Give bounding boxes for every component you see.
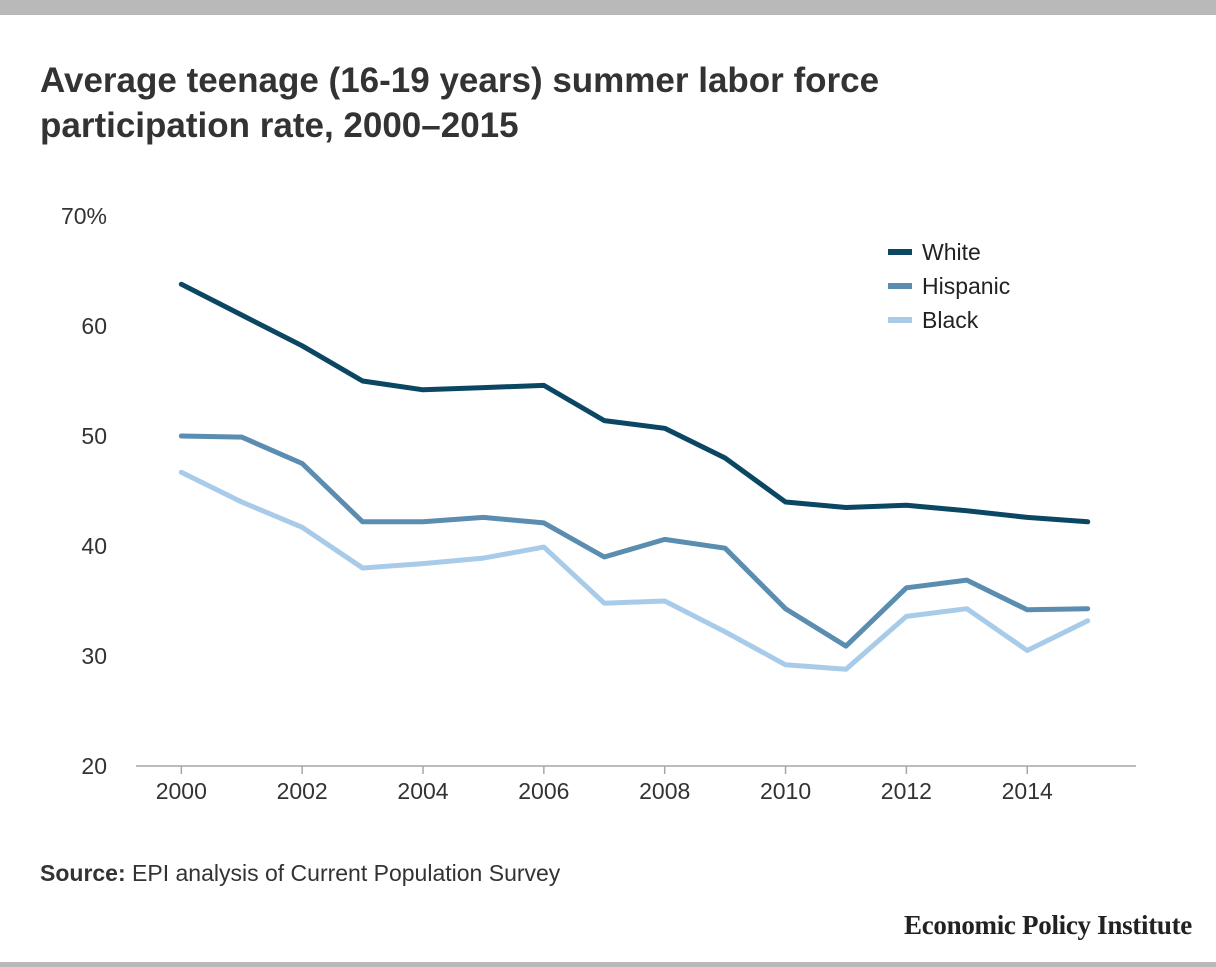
source-note: Source: EPI analysis of Current Populati… — [40, 860, 560, 887]
x-tick-label: 2014 — [1002, 778, 1053, 804]
series-line-black — [178, 469, 1091, 672]
x-tick-label: 2010 — [760, 778, 811, 804]
top-border-bar — [0, 0, 1216, 15]
y-tick-label: 20 — [81, 753, 107, 779]
x-tick-label: 2000 — [156, 778, 207, 804]
epi-logo-wordmark: Economic Policy Institute — [904, 910, 1192, 940]
source-text: EPI analysis of Current Population Surve… — [125, 860, 561, 886]
x-tick-label: 2008 — [639, 778, 690, 804]
y-tick-label: 30 — [81, 643, 107, 669]
x-tick-label: 2006 — [518, 778, 569, 804]
legend-label-white: White — [922, 239, 981, 265]
x-tick-label: 2012 — [881, 778, 932, 804]
y-tick-label: 70% — [61, 203, 107, 229]
source-label: Source: — [40, 860, 126, 886]
x-tick-label: 2002 — [277, 778, 328, 804]
series-line-white — [178, 281, 1091, 525]
chart-title-line-1: Average teenage (16-19 years) summer lab… — [40, 61, 880, 100]
bottom-border-bar — [0, 962, 1216, 967]
legend-label-black: Black — [922, 307, 979, 333]
y-tick-label: 40 — [81, 533, 107, 559]
series-line-hispanic — [178, 433, 1091, 649]
chart-title: Average teenage (16-19 years) summer lab… — [40, 58, 1040, 148]
x-tick-label: 2004 — [397, 778, 448, 804]
legend-label-hispanic: Hispanic — [922, 273, 1010, 299]
chart-title-line-2: participation rate, 2000–2015 — [40, 106, 519, 145]
y-tick-label: 60 — [81, 313, 107, 339]
y-tick-label: 50 — [81, 423, 107, 449]
